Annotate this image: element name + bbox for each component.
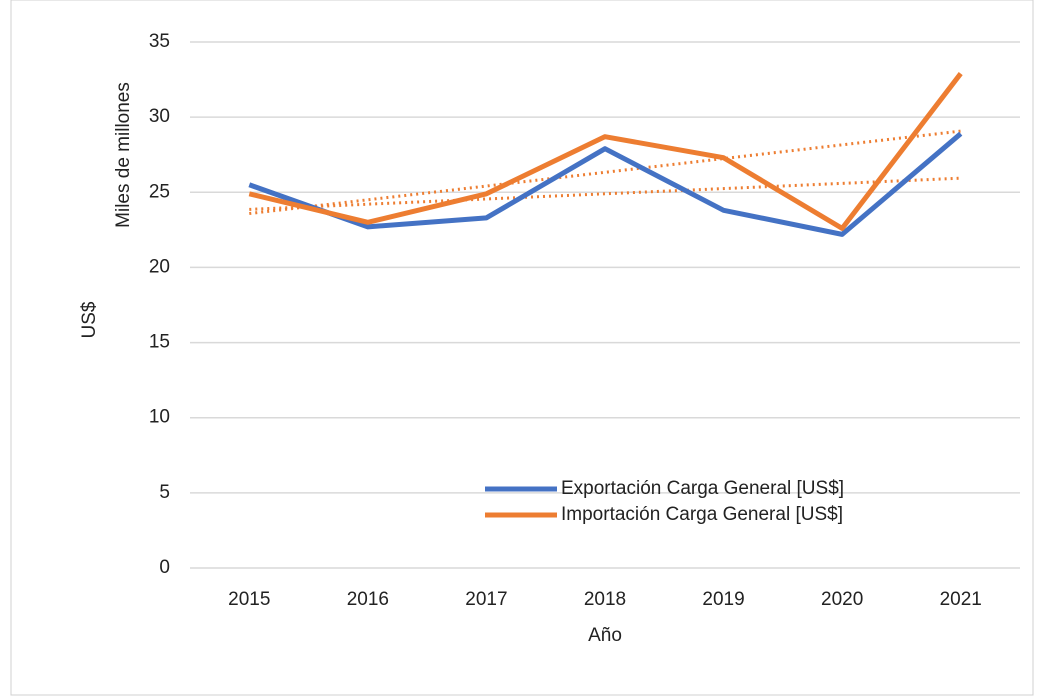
x-tick-label: 2016 <box>347 589 389 610</box>
series-line <box>248 72 963 231</box>
y-tick-label: 35 <box>149 31 170 52</box>
x-tick-label: 2017 <box>465 589 507 610</box>
x-tick-label: 2019 <box>702 589 744 610</box>
x-tick-label: 2018 <box>584 589 626 610</box>
y-axis-label: Miles de millones <box>113 82 134 228</box>
x-tick-label: 2020 <box>821 589 863 610</box>
legend-label: Importación Carga General [US$] <box>561 504 843 525</box>
y-tick-label: 20 <box>149 256 170 277</box>
y-tick-label: 10 <box>149 407 170 428</box>
legend-label: Exportación Carga General [US$] <box>561 478 844 499</box>
frame <box>10 0 1034 696</box>
x-tick-label: 2015 <box>228 589 270 610</box>
y-tick-label: 0 <box>159 557 170 578</box>
y-axis-label: US$ <box>79 301 100 338</box>
series-line <box>248 131 963 237</box>
x-axis-label: Año <box>588 625 622 646</box>
x-tick-label: 2021 <box>940 589 982 610</box>
y-tick-label: 15 <box>149 332 170 353</box>
y-tick-label: 30 <box>149 106 170 127</box>
y-tick-label: 5 <box>159 482 170 503</box>
y-tick-label: 25 <box>149 181 170 202</box>
